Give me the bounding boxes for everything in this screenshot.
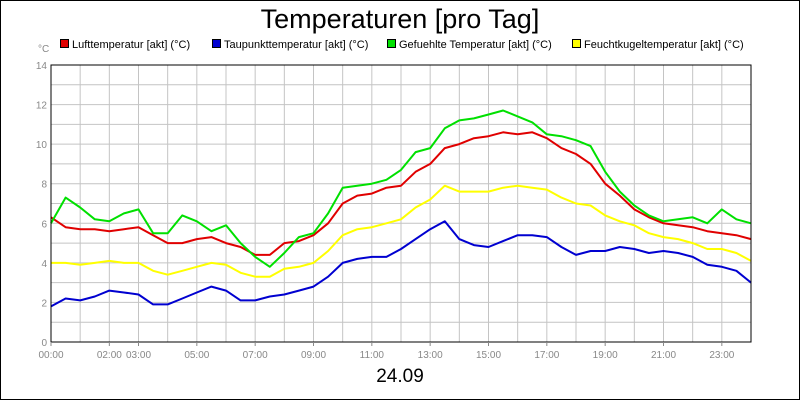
legend-item-feuchtkugeltemperatur: Feuchtkugeltemperatur [akt] (°C): [572, 38, 744, 52]
legend-item-gefuehlte-temperatur: Gefuehlte Temperatur [akt] (°C): [387, 38, 552, 52]
series-line-0: [50, 131, 752, 256]
series-line-2: [50, 109, 752, 268]
legend-label-taupunkttemperatur: Taupunkttemperatur [akt] (°C): [224, 39, 369, 51]
series-line-1: [50, 220, 752, 308]
series-line-3: [51, 184, 752, 278]
y-tick-label: 12: [36, 101, 48, 112]
legend-item-lufttemperatur: Lufttemperatur [akt] (°C): [60, 38, 190, 52]
y-tick-label: 6: [41, 219, 47, 230]
y-axis-ticks: 0 2 4 6 8 10 12 14: [36, 61, 48, 349]
y-tick-label: 2: [41, 298, 47, 309]
x-tick-label: 09:00: [301, 350, 326, 361]
x-tick-label: 05:00: [184, 350, 209, 361]
chart-title: Temperaturen [pro Tag]: [260, 4, 540, 34]
plot-border: [50, 64, 752, 343]
x-tick-label: 00:00: [38, 350, 63, 361]
x-tick-label: 02:00: [97, 350, 122, 361]
x-tick-label: 15:00: [476, 350, 501, 361]
y-axis-unit: °C: [38, 44, 49, 55]
x-tick-label: 11:00: [360, 350, 385, 361]
y-tick-label: 14: [36, 61, 48, 72]
x-tick-label: 17:00: [534, 350, 559, 361]
legend-label-lufttemperatur: Lufttemperatur [akt] (°C): [72, 39, 191, 51]
legend-swatch-taupunkttemperatur: [212, 39, 221, 48]
grid: [51, 65, 751, 342]
x-tick-label: 21:00: [651, 350, 676, 361]
x-tick-label: 23:00: [709, 350, 734, 361]
legend-label-gefuehlte-temperatur: Gefuehlte Temperatur [akt] (°C): [399, 39, 552, 51]
x-axis-date-label: 24.09: [376, 366, 424, 387]
x-tick-label: 13:00: [418, 350, 443, 361]
y-tick-label: 4: [41, 259, 47, 270]
legend-swatch-feuchtkugeltemperatur: [572, 39, 581, 48]
legend-swatch-lufttemperatur: [60, 39, 69, 48]
series-lines: [50, 109, 752, 308]
x-tick-label: 19:00: [593, 350, 618, 361]
x-axis-ticks: 00:00 02:00 03:00 05:00 07:00 09:00 11:00 13:00…: [38, 342, 735, 361]
y-tick-label: 8: [41, 180, 47, 191]
y-tick-label: 0: [41, 338, 47, 349]
legend-item-taupunkttemperatur: Taupunkttemperatur [akt] (°C): [212, 38, 368, 52]
y-tick-label: 10: [36, 140, 48, 151]
x-tick-label: 07:00: [243, 350, 268, 361]
legend-label-feuchtkugeltemperatur: Feuchtkugeltemperatur [akt] (°C): [584, 39, 744, 51]
legend-swatch-gefuehlte-temperatur: [387, 39, 396, 48]
x-tick-label: 03:00: [126, 350, 151, 361]
